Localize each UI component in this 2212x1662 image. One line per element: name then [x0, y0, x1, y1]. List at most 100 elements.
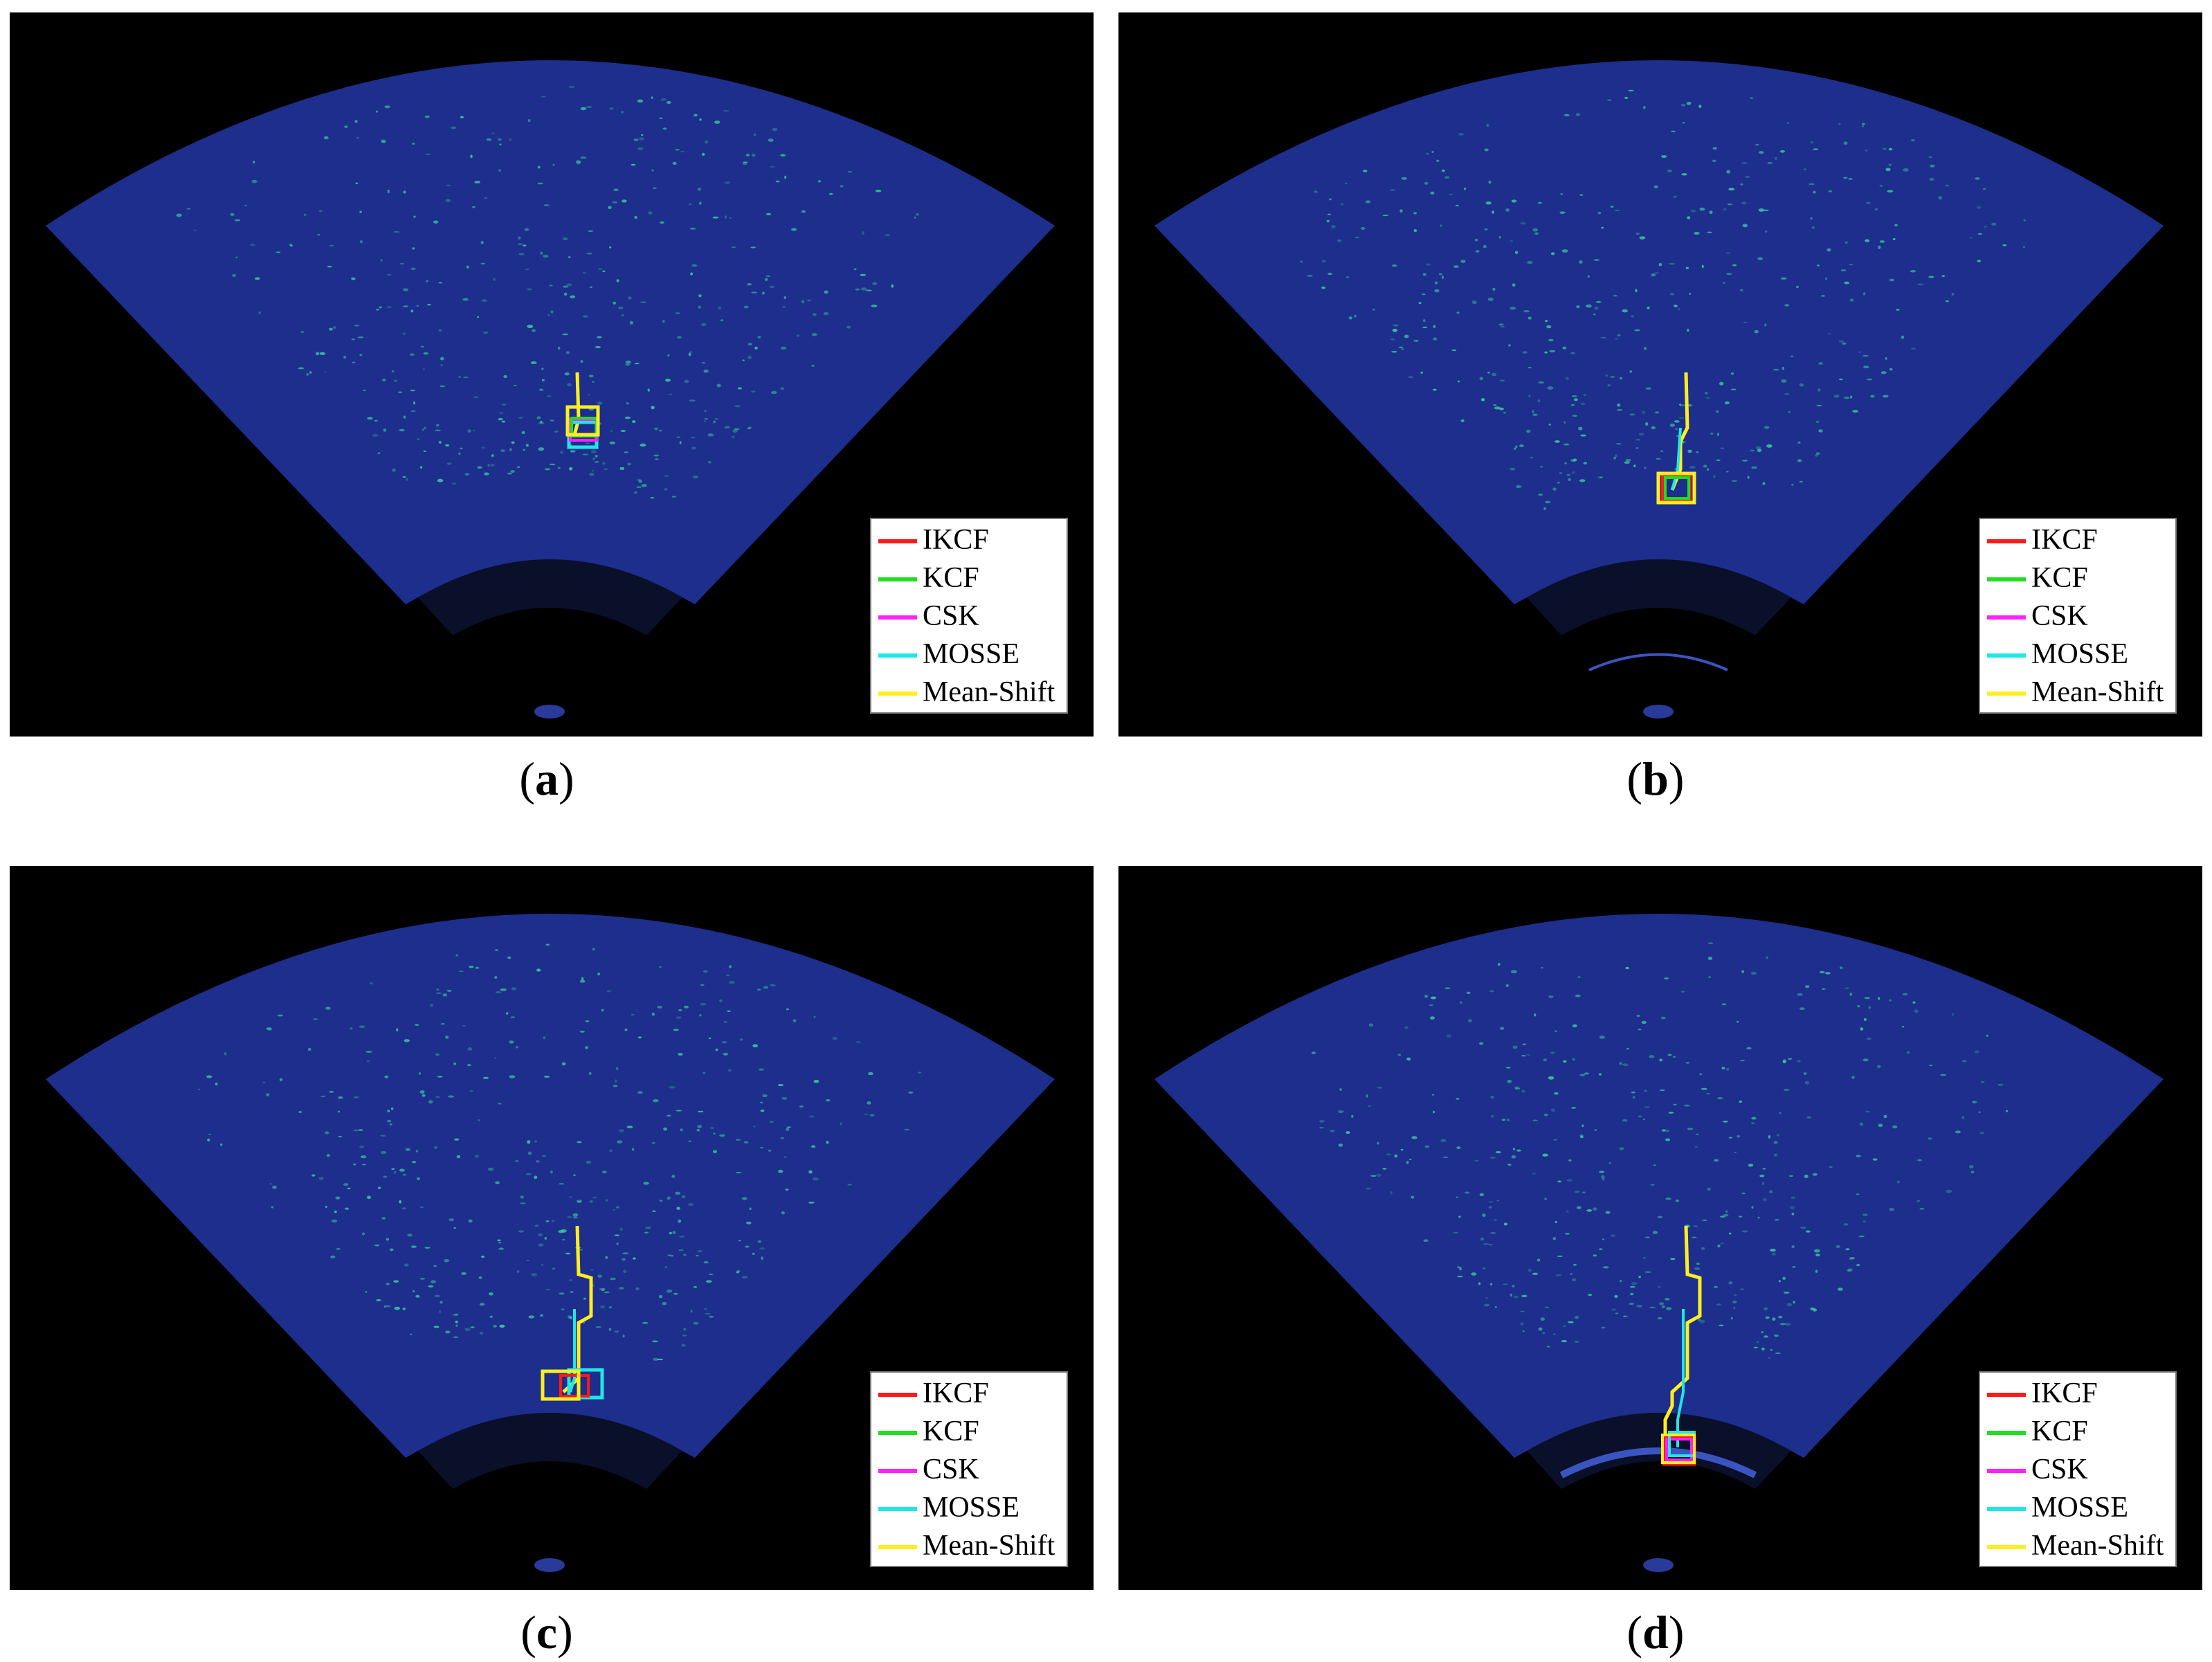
legend-label: Mean-Shift — [923, 1530, 1055, 1562]
legend-label: MOSSE — [2031, 638, 2129, 670]
legend: IKCF KCF CSK MOSSE Mean-Shift — [1979, 1371, 2177, 1567]
legend-label: CSK — [923, 1454, 979, 1485]
legend-label: IKCF — [2031, 1378, 2098, 1409]
legend-swatch — [878, 1393, 917, 1397]
legend-swatch — [1987, 1393, 2026, 1397]
legend: IKCF KCF CSK MOSSE Mean-Shift — [870, 518, 1068, 714]
legend-item-kcf: KCF — [1980, 560, 2177, 597]
legend-swatch — [878, 577, 917, 581]
legend-label: CSK — [2031, 1454, 2088, 1485]
legend-label: IKCF — [2031, 524, 2098, 556]
legend-swatch — [1987, 1545, 2026, 1549]
legend-swatch — [878, 653, 917, 658]
legend-swatch — [1987, 539, 2026, 543]
speckle-field — [1300, 89, 2026, 511]
sonar-near-field — [418, 1413, 682, 1489]
legend-label: IKCF — [923, 524, 989, 556]
sonar-origin — [1643, 705, 1674, 719]
sonar-image-c — [46, 914, 1055, 1572]
legend-item-mosse: MOSSE — [871, 636, 1068, 674]
legend-item-ikcf: IKCF — [871, 1375, 1068, 1413]
legend-item-csk: CSK — [1980, 598, 2177, 635]
track-mean-shift — [1663, 1225, 1702, 1447]
legend-item-mosse: MOSSE — [1980, 1490, 2177, 1527]
legend-item-ikcf: IKCF — [871, 522, 1068, 559]
legend-swatch — [1987, 577, 2026, 581]
legend-item-kcf: KCF — [1980, 1413, 2177, 1451]
legend-item-ikcf: IKCF — [1980, 1375, 2177, 1413]
legend-swatch — [878, 615, 917, 620]
legend-swatch — [1987, 692, 2026, 696]
sonar-near-field — [418, 559, 682, 635]
legend-item-mosse: MOSSE — [871, 1490, 1068, 1527]
legend-item-mean-shift: Mean-Shift — [1980, 674, 2177, 712]
legend-label: KCF — [923, 562, 979, 594]
legend-label: KCF — [2031, 1416, 2088, 1447]
legend-item-csk: CSK — [871, 598, 1068, 635]
sonar-panel-b: IKCF KCF CSK MOSSE Mean-Shift — [1118, 12, 2202, 737]
legend: IKCF KCF CSK MOSSE Mean-Shift — [870, 1371, 1068, 1567]
legend-label: MOSSE — [923, 1492, 1020, 1524]
legend-swatch — [878, 1431, 917, 1435]
box-kcf — [1664, 476, 1690, 500]
sonar-fan — [1154, 914, 2164, 1458]
legend-swatch — [1987, 1431, 2026, 1435]
sonar-image-d — [1154, 914, 2164, 1572]
sonar-arc — [1559, 1447, 1757, 1479]
sonar-arc — [1588, 653, 1728, 671]
legend-item-csk: CSK — [871, 1452, 1068, 1489]
legend-label: KCF — [2031, 562, 2088, 594]
box-ikcf — [559, 1374, 590, 1398]
legend-label: CSK — [923, 600, 979, 632]
legend-label: Mean-Shift — [923, 676, 1055, 708]
legend-label: IKCF — [923, 1378, 989, 1409]
speckle-field — [176, 86, 920, 499]
legend-swatch — [1987, 1507, 2026, 1511]
sonar-fan — [1154, 60, 2164, 604]
legend-item-ikcf: IKCF — [1980, 522, 2177, 559]
legend-item-mean-shift: Mean-Shift — [871, 674, 1068, 712]
legend-item-mosse: MOSSE — [1980, 636, 2177, 674]
caption-b: (b) — [1626, 752, 1685, 805]
sonar-origin — [1643, 1558, 1674, 1572]
legend-swatch — [1987, 615, 2026, 620]
track-mosse — [569, 1309, 576, 1393]
caption-c: (c) — [520, 1606, 573, 1659]
track-mosse — [1671, 427, 1682, 491]
sonar-panel-a: IKCF KCF CSK MOSSE Mean-Shift — [10, 12, 1094, 737]
box-mean-shift — [565, 405, 600, 437]
legend-label: MOSSE — [923, 638, 1020, 670]
legend-label: Mean-Shift — [2031, 1530, 2164, 1562]
sonar-fan — [46, 914, 1055, 1458]
sonar-panel-c: IKCF KCF CSK MOSSE Mean-Shift — [10, 866, 1094, 1590]
legend-swatch — [878, 1507, 917, 1511]
legend-item-mean-shift: Mean-Shift — [871, 1528, 1068, 1565]
legend-label: Mean-Shift — [2031, 676, 2164, 708]
sonar-panel-d: IKCF KCF CSK MOSSE Mean-Shift — [1118, 866, 2202, 1590]
speckle-field — [1311, 942, 2009, 1359]
legend-item-kcf: KCF — [871, 560, 1068, 597]
sonar-origin — [534, 705, 565, 719]
caption-a: (a) — [519, 752, 574, 805]
box-mean-shift — [541, 1369, 581, 1401]
legend-label: MOSSE — [2031, 1492, 2129, 1524]
legend-item-mean-shift: Mean-Shift — [1980, 1528, 2177, 1565]
sonar-image-a — [46, 60, 1055, 719]
box-csk — [1665, 1438, 1693, 1461]
sonar-image-b — [1154, 60, 2164, 719]
box-mean-shift — [1656, 471, 1696, 505]
sonar-origin — [534, 1558, 565, 1572]
sonar-near-field — [1527, 559, 1791, 635]
legend-item-kcf: KCF — [871, 1413, 1068, 1451]
speckle-field — [198, 943, 922, 1361]
caption-d: (d) — [1626, 1606, 1685, 1659]
legend-label: CSK — [2031, 600, 2088, 632]
legend-swatch — [878, 1545, 917, 1549]
legend-swatch — [878, 1469, 917, 1473]
legend-item-csk: CSK — [1980, 1452, 2177, 1489]
box-mean-shift — [1661, 1434, 1696, 1464]
legend: IKCF KCF CSK MOSSE Mean-Shift — [1979, 518, 2177, 714]
legend-swatch — [1987, 653, 2026, 658]
legend-swatch — [878, 692, 917, 696]
legend-label: KCF — [923, 1416, 979, 1447]
